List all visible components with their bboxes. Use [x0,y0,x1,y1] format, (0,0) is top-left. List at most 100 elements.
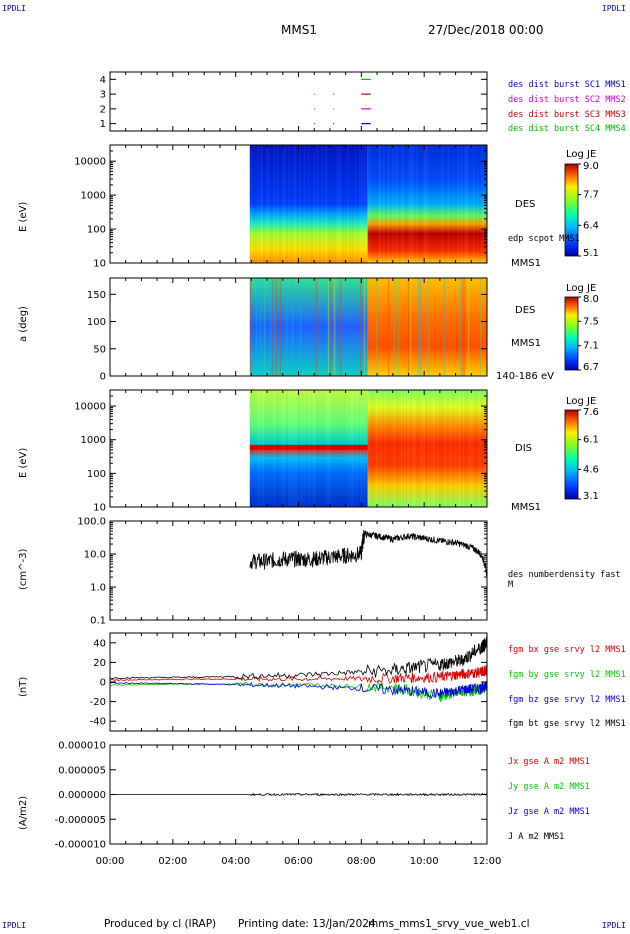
xaxis-tick-label: 02:00 [158,856,187,867]
burst-ytick-label: 1 [100,119,106,130]
des-energy-streak [371,145,373,263]
des-pitch-streak [255,278,258,376]
dis-energy-streak [446,390,448,507]
des-energy-streak [326,145,328,263]
dis-energy-streak [309,390,311,507]
des-energy-streak [417,145,419,263]
des-energy-streak [312,145,314,263]
dis-energy-streak [482,390,484,507]
legend-burst3: des dist burst SC3 MMS3 [508,110,626,120]
des-energy-streak [408,145,410,263]
dis-energy-streak [335,390,337,507]
des-energy-streak [281,145,283,263]
des-energy-streak [471,145,473,263]
dis-energy-streak [455,390,457,507]
dis-energy-streak [414,390,416,507]
des-pitch-streak [249,278,252,376]
des-energy-streak [300,145,302,263]
des-energy-streak [393,145,395,263]
xaxis-tick-label: 06:00 [284,856,313,867]
footer-filename: mms_mms1_srvy_vue_web1.cl [368,918,530,930]
dis-energy-streak [269,390,271,507]
dis-energy-streak [342,390,344,507]
dis-energy-streak [290,390,292,507]
dis-energy-streak [354,390,356,507]
current-ytick-label: 0.000005 [58,765,106,776]
burst-ytick-label: 4 [100,75,106,86]
des-energy-streak [354,145,356,263]
dis-energy-streak [369,390,371,507]
des-energy-streak [336,145,338,263]
dis-energy-streak [396,390,398,507]
dis-energy-spectrogram-after [367,390,487,507]
current-ytick-label: 0.000010 [58,741,106,752]
des-energy-streak [341,145,343,263]
des-energy-streak [411,145,413,263]
dis-energy-streak [465,390,467,507]
dis-energy-streak [360,390,362,507]
des-pitch-streak [467,278,470,376]
dis-energy-streak [267,390,269,507]
dis-energy-streak [288,390,290,507]
des-pitch-streak [273,278,276,376]
bfield-ytick-label: 0 [100,678,106,689]
colorbar3-title: Log JE [566,396,597,407]
dis-energy-streak [327,390,329,507]
dis-energy-streak [437,390,439,507]
dis-energy-streak [410,390,412,507]
colorbar-1 [564,163,579,257]
des-pitch-streak [291,278,294,376]
des-energy-streak [258,145,260,263]
dis-energy-streak [434,390,436,507]
bfield-line-by [109,680,488,702]
density-line [249,529,488,577]
dis-energy-streak [348,390,350,507]
dis-energy-streak [300,390,302,507]
des-energy-streak [272,145,274,263]
des-pitch-streak [263,278,266,376]
dis-energy-streak [299,390,301,507]
des-energy-streak [431,145,433,263]
des-energy-streak [321,145,323,263]
dis-energy-streak [380,390,382,507]
dis-energy-streak [311,390,313,507]
xaxis-tick-label: 00:00 [96,856,125,867]
colorbar-tick-label: 6.1 [583,435,599,446]
dis-energy-ylabel: E (eV) [18,447,29,478]
des-pitch-streak [359,278,362,376]
des-energy-streak [366,145,368,263]
dis-energy-streak [374,390,376,507]
current-ytick-label: 0.000000 [58,790,106,801]
des-energy-streak [477,145,479,263]
des-energy-spectrogram-after [367,145,487,263]
des-energy-streak [428,145,430,263]
des-energy-streak [462,145,464,263]
des-energy-streak [467,145,469,263]
des-energy-streak [476,145,478,263]
des-energy-streak [452,145,454,263]
dis-energy-below-label: MMS1 [511,502,541,513]
dis-energy-streak [263,390,265,507]
des-energy-streak [269,145,271,263]
dis-energy-streak [338,390,340,507]
des-energy-streak [338,145,340,263]
dis-energy-streak [425,390,427,507]
colorbar-tick-label: 3.1 [583,491,599,502]
dis-energy-right-label: DIS [515,443,532,454]
dis-energy-streak [443,390,445,507]
dis-energy-streak [398,390,400,507]
dis-energy-streak [294,390,296,507]
dis-energy-streak [477,390,479,507]
des-energy-streak [396,145,398,263]
dis-energy-streak [303,390,305,507]
colorbar-tick-label: 6.4 [583,220,599,231]
dis-energy-streak [368,390,370,507]
des-energy-below-label: MMS1 [511,258,541,269]
des-energy-streak [375,145,377,263]
des-energy-streak [287,145,289,263]
des-energy-streak [437,145,439,263]
dis-energy-streak [378,390,380,507]
legend-burst4: des dist burst SC4 MMS4 [508,124,626,134]
des-energy-streak [297,145,299,263]
watermark-bottom-left: IPDLI [2,921,27,930]
